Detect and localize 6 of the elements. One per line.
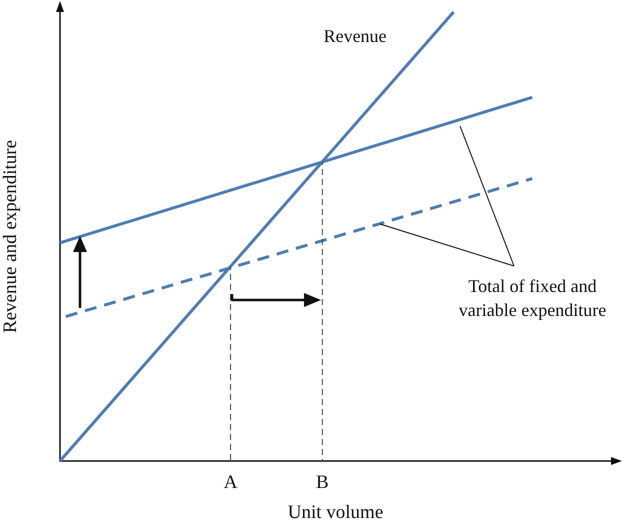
annotation: Total of fixed and variable expenditure [458, 275, 608, 322]
x-axis-title: Unit volume [288, 502, 384, 523]
y-axis-title: Revenue and expenditure [0, 140, 21, 334]
x-tick-label: B [316, 472, 329, 493]
series-label: Revenue [324, 26, 387, 46]
x-tick-label: A [224, 472, 238, 493]
